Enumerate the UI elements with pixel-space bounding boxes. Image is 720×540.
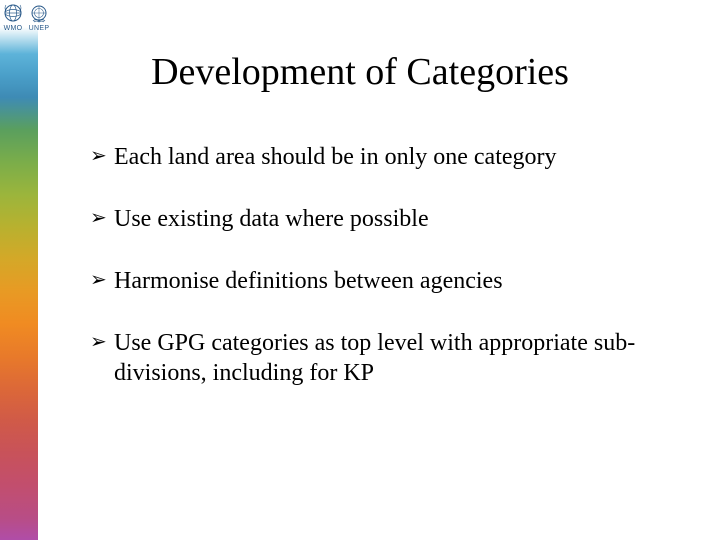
page-title: Development of Categories	[90, 50, 630, 94]
list-item: ➢ Harmonise definitions between agencies	[90, 266, 660, 296]
bullet-list: ➢ Each land area should be in only one c…	[90, 142, 660, 388]
bullet-icon: ➢	[90, 266, 114, 294]
list-item: ➢ Use existing data where possible	[90, 204, 660, 234]
unep-logo-icon	[28, 2, 50, 24]
bullet-text: Harmonise definitions between agencies	[114, 266, 660, 296]
bullet-text: Use existing data where possible	[114, 204, 660, 234]
bullet-icon: ➢	[90, 204, 114, 232]
unep-logo: UNEP	[28, 2, 50, 32]
wmo-logo: WMO	[2, 2, 24, 32]
wmo-logo-icon	[2, 2, 24, 24]
list-item: ➢ Each land area should be in only one c…	[90, 142, 660, 172]
sidebar-gradient	[0, 0, 38, 540]
bullet-text: Use GPG categories as top level with app…	[114, 328, 660, 388]
unep-label: UNEP	[29, 25, 50, 32]
wmo-label: WMO	[4, 25, 23, 32]
list-item: ➢ Use GPG categories as top level with a…	[90, 328, 660, 388]
slide-content: Development of Categories ➢ Each land ar…	[90, 50, 660, 420]
bullet-icon: ➢	[90, 328, 114, 356]
bullet-text: Each land area should be in only one cat…	[114, 142, 660, 172]
bullet-icon: ➢	[90, 142, 114, 170]
header-logos: WMO UNEP	[2, 2, 50, 32]
